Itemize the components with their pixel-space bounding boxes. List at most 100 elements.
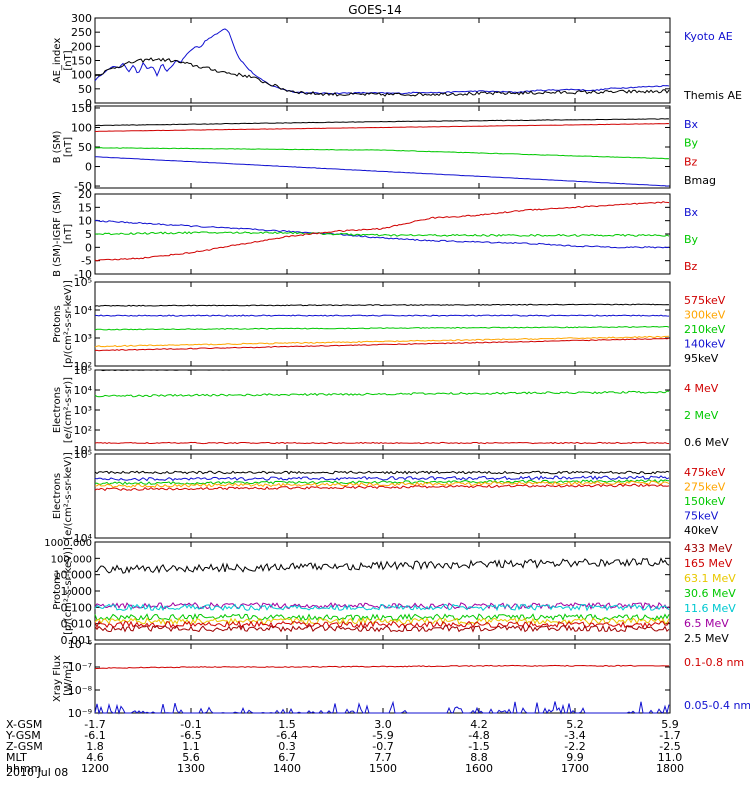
legend-entry: 140keV [684, 338, 726, 351]
y-tick-label: 15 [78, 201, 92, 214]
legend-entry: 40keV [684, 524, 719, 537]
ephemeris-value: -1.7 [659, 729, 680, 742]
ephemeris-value: 11.0 [658, 751, 683, 764]
ephemeris-value: -1.5 [468, 740, 489, 753]
legend-entry: 4 MeV [684, 382, 719, 395]
legend-entry: Bz [684, 260, 698, 273]
ephemeris-value: 1500 [369, 762, 397, 775]
ephemeris-value: 5.6 [182, 751, 200, 764]
series-line [94, 480, 670, 489]
legend-entry: 475keV [684, 466, 726, 479]
y-tick-label: 10⁴ [74, 384, 93, 397]
legend-entry: 6.5 MeV [684, 617, 729, 630]
panel-5: 10⁵ 10⁴ 10³ 10² 10¹ Electrons [e/(cm²-s-sr)] 4 … [52, 364, 729, 457]
panel-4: 10⁵ 10⁴ 10³ 10² Protons [p/(cm²-s-sr-keV)] 575… [52, 276, 726, 373]
y-tick-label: 10⁵ [74, 448, 92, 461]
ephemeris-value: -5.9 [372, 729, 393, 742]
panel-6: 10⁵ 10⁴ Electrons [e/(cm²-s-sr-keV)] 475keV 2… [52, 448, 726, 545]
legend-entry: Kyoto AE [684, 30, 733, 43]
y-tick-label: 10⁻⁸ [68, 684, 93, 697]
ephemeris-label: MLT [6, 751, 27, 764]
ephemeris-label: Y-GSM [5, 729, 41, 742]
y-tick-label: 0 [85, 161, 92, 174]
legend-entry: Bz [684, 155, 698, 168]
y-tick-label: 10⁴ [74, 304, 93, 317]
ephemeris-value: 1300 [177, 762, 205, 775]
y-tick-label: 100 [71, 69, 92, 82]
y-tick-label: 0.100 [61, 601, 93, 614]
y-axis-label: Electrons [52, 473, 63, 519]
y-tick-label: 0 [85, 241, 92, 254]
legend-entry: Bx [684, 118, 699, 131]
panel-2: 150 100 50 0 -50 B (SM) [nT] Bx By Bz Bmag [52, 102, 716, 193]
ephemeris-value: 1800 [656, 762, 684, 775]
panel-frame [94, 193, 671, 275]
y-axis-label: AE_index [52, 38, 63, 84]
series-line [94, 479, 670, 486]
y-axis-label: [e/(cm²-s-sr)] [63, 377, 74, 443]
plot-title: GOES-14 [348, 3, 402, 17]
ephemeris-value: 1200 [81, 762, 109, 775]
legend-entry: By [684, 233, 699, 246]
series-line [94, 57, 670, 97]
panel-frame [94, 281, 671, 367]
y-axis-label: [e/(cm²-s-sr-keV)] [63, 452, 74, 540]
series-line [94, 390, 670, 398]
ephemeris-label: hhmm [6, 762, 41, 775]
y-axis-label: Xray Flux [52, 655, 63, 702]
series-line [94, 201, 670, 262]
series-line [94, 557, 670, 574]
ephemeris-value: 1400 [273, 762, 301, 775]
y-tick-label: 10⁻⁷ [68, 661, 92, 674]
y-tick-label: 200 [71, 40, 92, 53]
y-tick-label: -5 [81, 255, 92, 268]
panel-7: 1000.000 100.000 10.000 1.000 0.100 0.010 0.00… [44, 538, 736, 647]
y-axis-label: [nT] [63, 50, 74, 70]
series-line [94, 337, 670, 352]
y-tick-label: 300 [71, 12, 92, 25]
y-tick-label: 10³ [74, 404, 92, 417]
legend-entry: Bx [684, 206, 699, 219]
y-tick-label: 150 [71, 55, 92, 68]
series-line [94, 314, 670, 317]
legend-entry: 0.6 MeV [684, 436, 729, 449]
panel-frame [94, 369, 671, 451]
series-line [94, 219, 670, 249]
series-line [94, 700, 670, 715]
y-tick-label: 0.010 [61, 618, 93, 631]
ephemeris-value: 4.6 [86, 751, 104, 764]
series-line [95, 369, 669, 372]
series-line [94, 612, 670, 622]
series-line [94, 231, 670, 237]
legend-entry: Bmag [684, 174, 716, 187]
y-axis-label: Electrons [52, 387, 63, 433]
y-tick-label: 150 [71, 102, 92, 115]
y-tick-label: 0 [85, 97, 92, 110]
legend-entry: 165 MeV [684, 557, 733, 570]
legend-entry: 2.5 MeV [684, 632, 729, 645]
y-tick-label: 100.000 [51, 554, 92, 565]
legend-entry: 0.1-0.8 nm [684, 656, 744, 669]
y-axis-label: [p/(cm²-s-sr-keV)] [63, 547, 74, 635]
legend-entry: 210keV [684, 323, 726, 336]
ephemeris-value: -0.7 [372, 740, 393, 753]
legend-entry: By [684, 137, 699, 150]
series-line [94, 147, 670, 160]
series-line [94, 325, 670, 331]
legend-entry: 63.1 MeV [684, 572, 736, 585]
series-line [94, 475, 670, 482]
ephemeris-value: 5.2 [566, 718, 584, 731]
legend-entry: 95keV [684, 352, 719, 365]
y-axis-label: [nT] [63, 137, 74, 157]
ephemeris-value: -6.4 [276, 729, 297, 742]
y-tick-label: 10³ [74, 332, 92, 345]
y-tick-label: 100 [71, 121, 92, 134]
ephemeris-label: Z-GSM [6, 740, 43, 753]
ephemeris-value: 3.0 [374, 718, 392, 731]
ephemeris-value: -1.7 [84, 718, 105, 731]
series-line [94, 483, 670, 492]
